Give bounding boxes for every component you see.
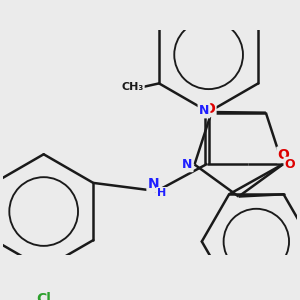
Text: Cl: Cl xyxy=(36,292,51,300)
Text: N: N xyxy=(199,104,209,117)
Text: N: N xyxy=(148,177,159,191)
Text: O: O xyxy=(278,148,290,162)
Text: H: H xyxy=(157,188,166,198)
Text: N: N xyxy=(182,158,192,171)
Text: O: O xyxy=(285,158,296,171)
Text: CH₃: CH₃ xyxy=(121,82,144,92)
Text: O: O xyxy=(203,102,215,116)
